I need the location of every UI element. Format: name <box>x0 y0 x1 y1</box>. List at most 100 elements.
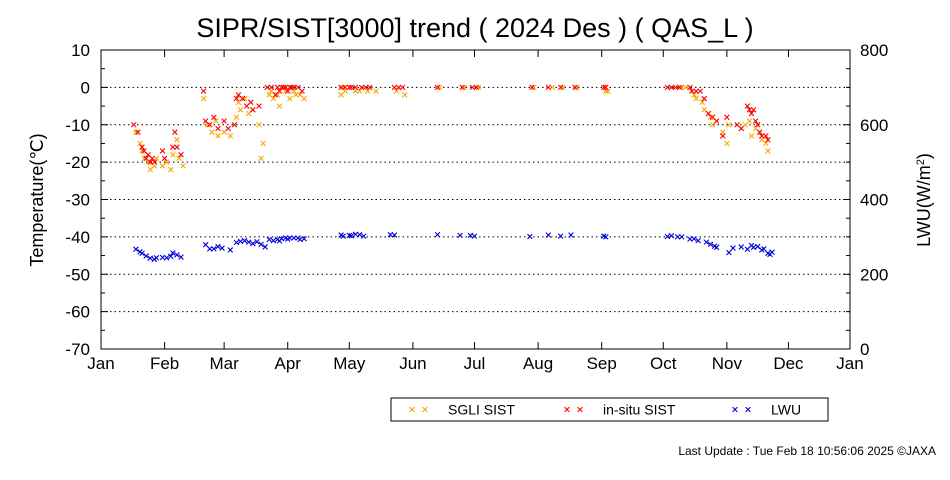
data-point <box>348 232 355 239</box>
last-update-footer: Last Update : Tue Feb 18 10:56:06 2025 ©… <box>678 444 936 458</box>
data-point <box>761 246 767 252</box>
y-axis-label: Temperature(℃) <box>27 133 47 266</box>
series-1 <box>131 84 771 165</box>
data-point <box>756 129 763 136</box>
y-tick-label: -20 <box>65 153 90 172</box>
data-point <box>301 235 307 242</box>
data-point <box>744 103 751 109</box>
chart-title: SIPR/SIST[3000] trend ( 2024 Des ) ( QAS… <box>196 13 753 43</box>
data-point <box>360 233 367 239</box>
data-point <box>250 240 256 247</box>
data-point <box>245 239 252 245</box>
data-point <box>689 88 695 94</box>
data-point <box>664 233 671 240</box>
data-point <box>557 84 564 91</box>
data-point <box>545 232 552 238</box>
x-tick-label: Sep <box>587 354 617 373</box>
y-tick-label: 0 <box>81 78 90 97</box>
y2-tick-label: 200 <box>860 265 888 284</box>
data-point <box>301 95 307 102</box>
legend-marker <box>422 406 428 413</box>
data-point <box>227 247 234 253</box>
data-point <box>278 235 285 242</box>
data-point <box>287 235 293 241</box>
legend-marker <box>577 406 583 413</box>
data-point <box>291 235 297 241</box>
x-tick-label: Nov <box>712 354 743 373</box>
data-point <box>549 84 556 91</box>
data-point <box>149 155 156 162</box>
data-point <box>459 84 465 91</box>
data-point <box>200 95 207 102</box>
data-point <box>724 140 730 147</box>
data-point <box>135 129 141 136</box>
data-point <box>250 107 256 113</box>
data-point <box>239 95 246 102</box>
y2-tick-label: 600 <box>860 116 888 135</box>
data-point <box>395 84 402 91</box>
data-point <box>668 232 675 239</box>
data-point <box>707 241 714 248</box>
data-point <box>139 250 145 257</box>
data-point <box>274 84 281 91</box>
data-point <box>674 234 681 240</box>
data-point <box>256 121 262 128</box>
data-point <box>260 140 266 147</box>
data-point <box>707 114 714 121</box>
legend-marker <box>409 406 415 413</box>
data-point <box>289 84 295 91</box>
data-point <box>568 232 574 238</box>
data-point <box>151 159 158 165</box>
data-point <box>254 238 260 245</box>
data-point <box>693 88 699 94</box>
data-point <box>754 121 761 128</box>
data-point <box>178 254 184 260</box>
data-point <box>170 250 176 256</box>
data-point <box>364 88 371 94</box>
data-point <box>241 237 248 244</box>
data-point <box>724 114 730 121</box>
data-point <box>258 241 264 248</box>
data-point <box>600 84 607 91</box>
data-point <box>664 84 671 91</box>
y2-axis-label: LWU(W/m2) <box>914 153 934 247</box>
data-point <box>574 84 580 91</box>
data-point <box>200 88 207 94</box>
data-point <box>174 144 180 150</box>
x-tick-label: Jun <box>399 354 426 373</box>
y2-axis-label-sup: 2 <box>915 159 927 165</box>
axes: 100-10-20-30-40-50-60-708006004002000Jan… <box>65 41 888 373</box>
data-point <box>221 118 227 124</box>
data-point <box>572 84 578 91</box>
x-tick-label: May <box>333 354 366 373</box>
data-point <box>726 249 732 256</box>
data-point <box>699 99 706 106</box>
data-point <box>180 163 186 169</box>
data-point <box>170 151 176 158</box>
data-point <box>746 118 753 124</box>
data-point <box>147 255 154 261</box>
data-point <box>163 159 170 165</box>
data-point <box>683 84 689 91</box>
x-tick-label: Aug <box>523 354 553 373</box>
data-point <box>469 84 476 91</box>
x-tick-label: Jan <box>836 354 863 373</box>
data-point <box>545 84 552 91</box>
data-point <box>170 144 176 150</box>
x-tick-label: Feb <box>150 354 179 373</box>
legend-marker <box>564 406 570 413</box>
data-point <box>215 133 221 139</box>
data-point <box>529 84 535 91</box>
data-point <box>391 84 398 91</box>
x-tick-label: Apr <box>275 354 302 373</box>
data-point <box>153 155 160 162</box>
data-point <box>687 84 693 91</box>
x-tick-label: Jan <box>87 354 114 373</box>
x-tick-label: Mar <box>209 354 239 373</box>
data-point <box>139 144 145 150</box>
data-point <box>202 241 209 248</box>
data-point <box>373 88 379 94</box>
data-point <box>457 232 463 239</box>
data-point <box>172 129 178 136</box>
